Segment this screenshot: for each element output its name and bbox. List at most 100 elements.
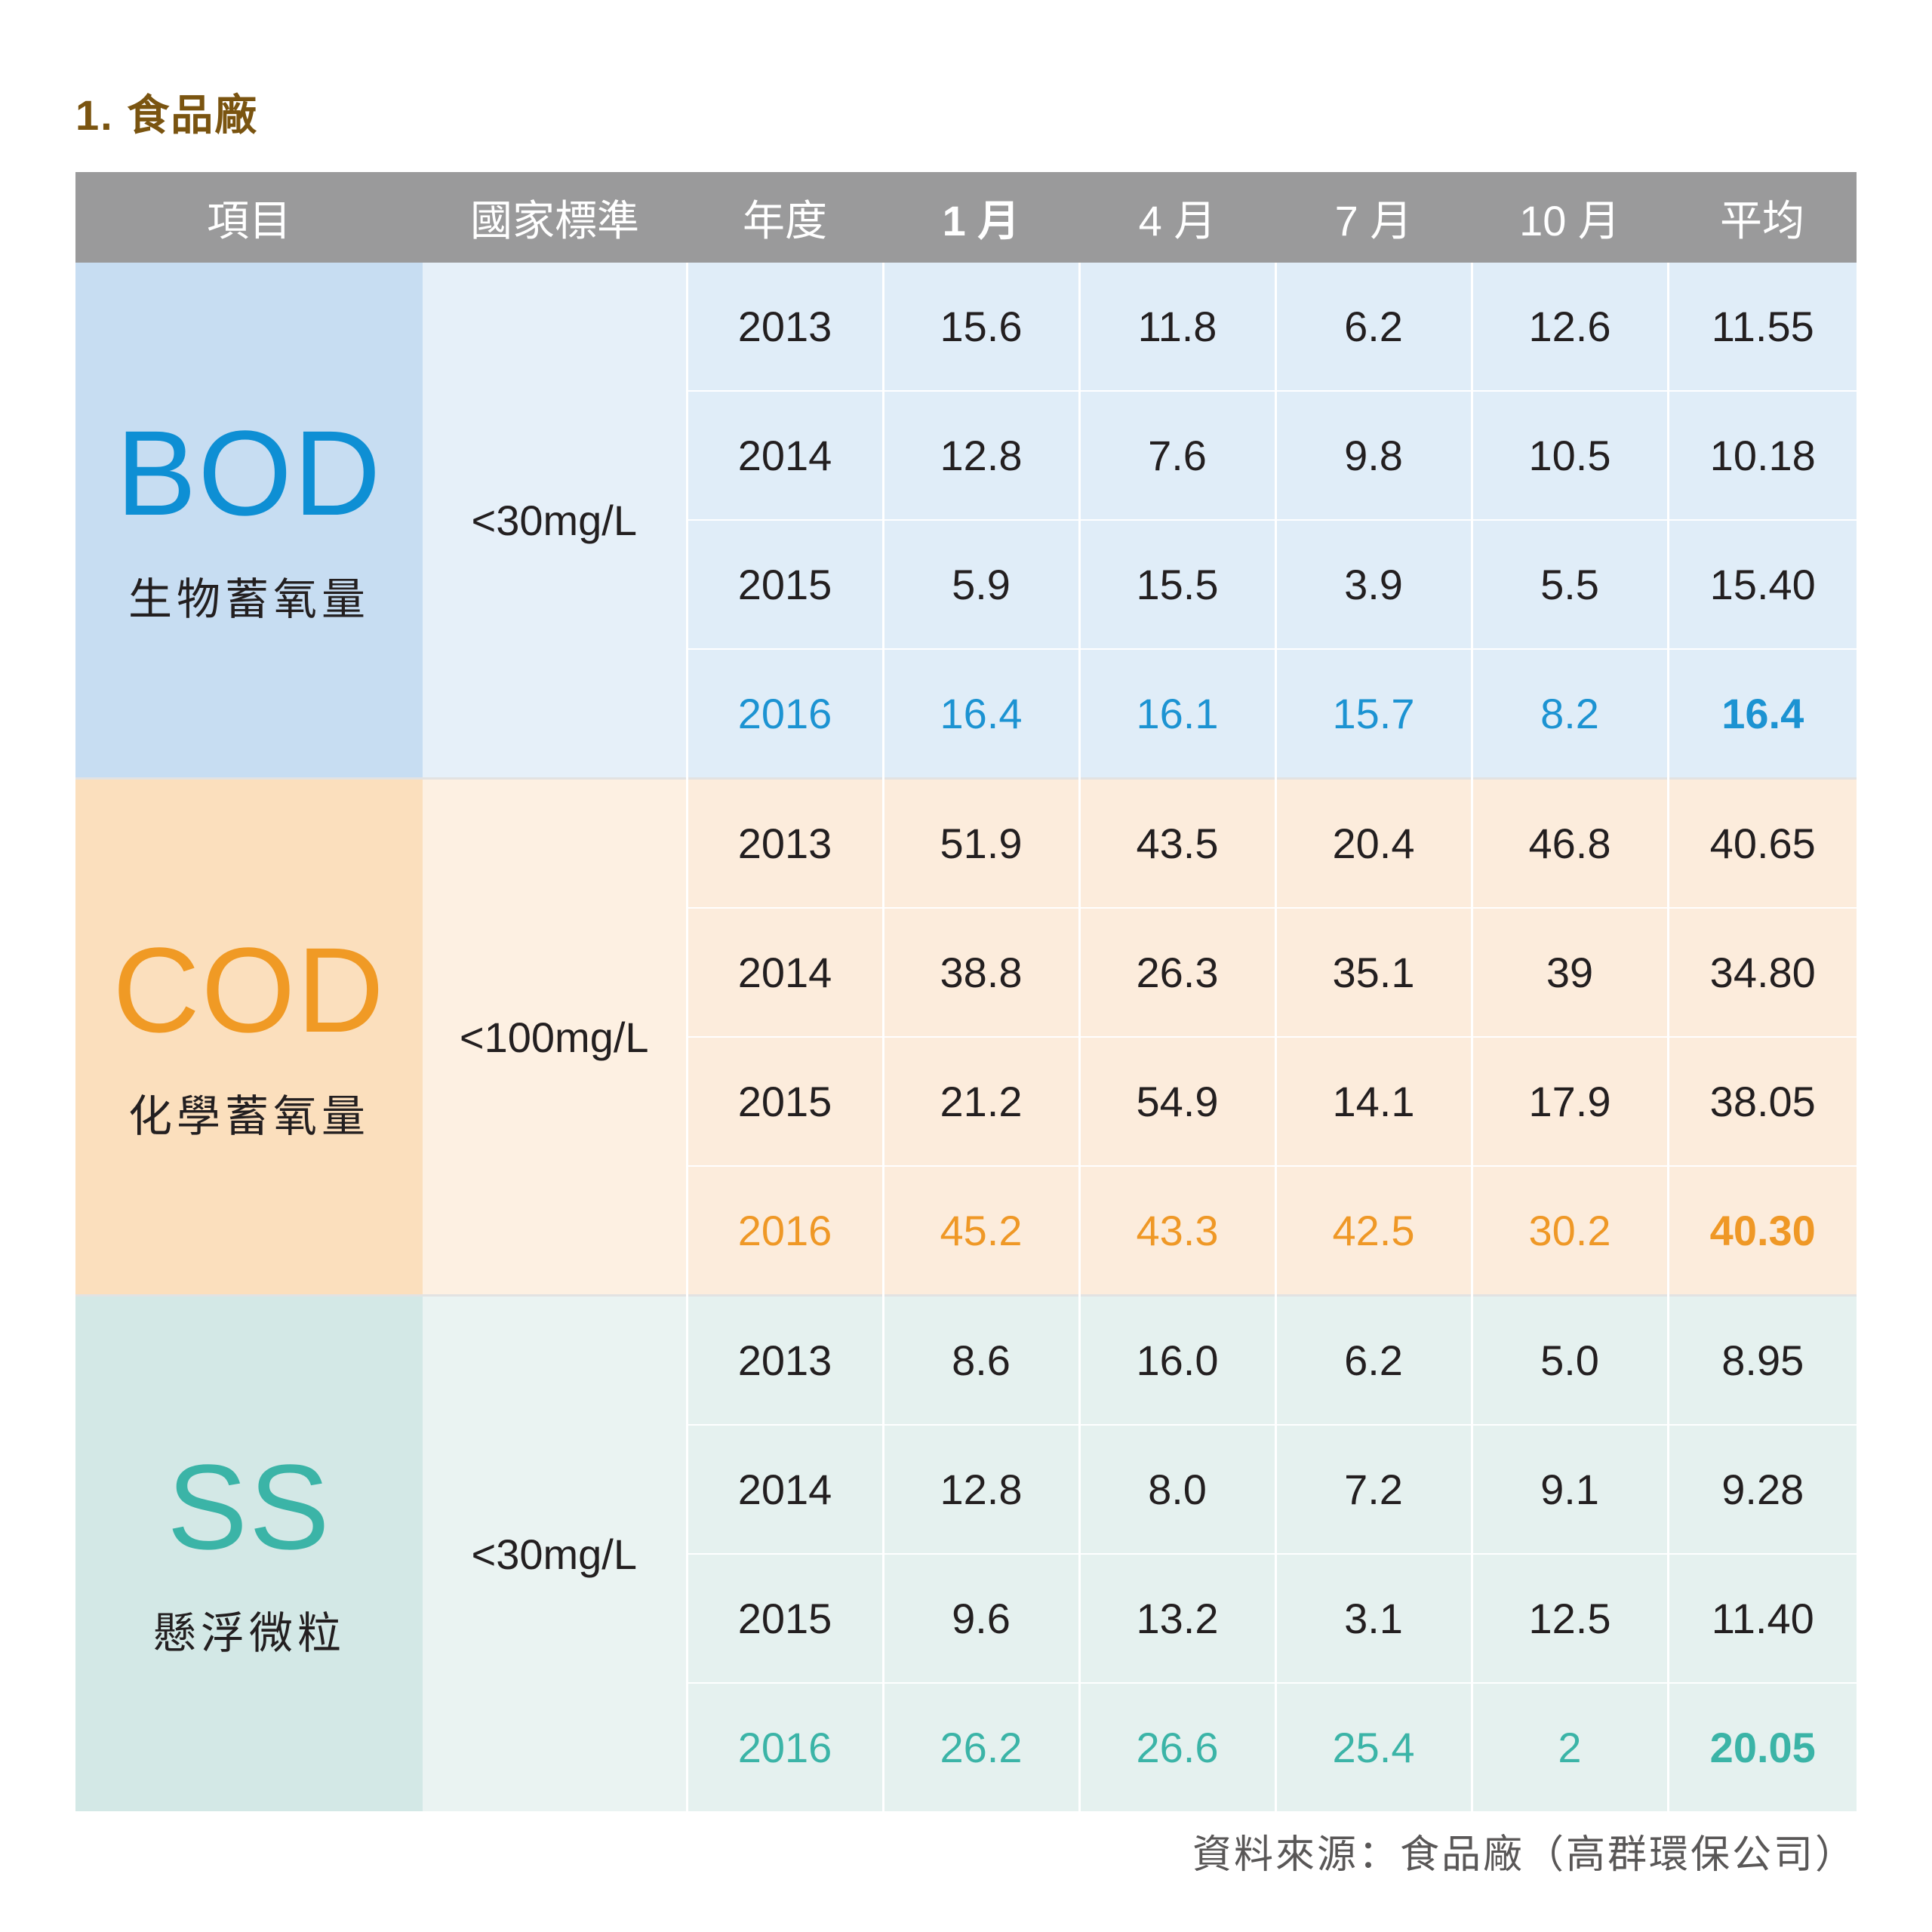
table-row-highlight: 2016 45.2 43.3 42.5 30.2 40.30 <box>75 1165 1857 1296</box>
value-cell: 39 <box>1470 907 1668 1037</box>
avg-cell: 40.30 <box>1666 1165 1857 1296</box>
value-cell: 9.8 <box>1274 390 1472 520</box>
table-row: 2015 9.6 13.2 3.1 12.5 11.40 <box>75 1553 1857 1683</box>
item-abbr: SS <box>167 1439 331 1574</box>
value-cell: 14.1 <box>1274 1036 1472 1166</box>
value-cell: 43.5 <box>1078 777 1275 908</box>
avg-cell: 9.28 <box>1666 1424 1857 1554</box>
group-ss: SS 懸浮微粒 <30mg/L 2013 8.6 16.0 6.2 5.0 8.… <box>75 1294 1857 1811</box>
table-row: 2014 12.8 8.0 7.2 9.1 9.28 <box>75 1424 1857 1554</box>
value-cell: 43.3 <box>1078 1165 1275 1296</box>
value-cell: 5.9 <box>881 519 1079 649</box>
value-cell: 26.3 <box>1078 907 1275 1037</box>
year-cell: 2013 <box>685 777 883 908</box>
avg-cell: 40.65 <box>1666 777 1857 908</box>
table-row: COD 化學蓄氧量 <100mg/L 2013 51.9 43.5 20.4 4… <box>75 777 1857 1296</box>
value-cell: 15.7 <box>1274 648 1472 779</box>
item-name: 生物蓄氧量 <box>128 575 370 624</box>
header-oct: 10 月 <box>1472 172 1668 263</box>
value-cell: 26.2 <box>881 1682 1079 1811</box>
value-cell: 5.0 <box>1470 1294 1668 1425</box>
item-name: 化學蓄氧量 <box>128 1092 370 1141</box>
value-cell: 8.6 <box>881 1294 1079 1425</box>
standard-cell: <30mg/L <box>423 263 687 779</box>
item-cell-ss: SS 懸浮微粒 <box>75 1294 423 1811</box>
item-abbr: COD <box>112 922 386 1057</box>
table-row-highlight: 2016 16.4 16.1 15.7 8.2 16.4 <box>75 648 1857 779</box>
value-cell: 9.1 <box>1470 1424 1668 1554</box>
value-cell: 30.2 <box>1470 1165 1668 1296</box>
value-cell: 13.2 <box>1078 1553 1275 1683</box>
value-cell: 25.4 <box>1274 1682 1472 1811</box>
table-row: SS 懸浮微粒 <30mg/L 2013 8.6 16.0 6.2 5.0 8.… <box>75 1294 1857 1811</box>
value-cell: 54.9 <box>1078 1036 1275 1166</box>
avg-cell: 20.05 <box>1666 1682 1857 1811</box>
value-cell: 51.9 <box>881 777 1079 908</box>
header-standard: 國家標準 <box>423 172 687 263</box>
value-cell: 11.8 <box>1078 263 1275 391</box>
value-cell: 38.8 <box>881 907 1079 1037</box>
group-bod: BOD 生物蓄氧量 <30mg/L 2013 15.6 11.8 6.2 12.… <box>75 263 1857 779</box>
water-quality-table: 項目 國家標準 年度 1 月 4 月 7 月 10 月 平均 BOD 生物蓄氧量… <box>75 172 1857 1811</box>
avg-cell: 10.18 <box>1666 390 1857 520</box>
year-cell: 2013 <box>685 1294 883 1425</box>
value-cell: 12.6 <box>1470 263 1668 391</box>
value-cell: 12.8 <box>881 390 1079 520</box>
standard-cell: <30mg/L <box>423 1294 687 1811</box>
value-cell: 5.5 <box>1470 519 1668 649</box>
item-name: 懸浮微粒 <box>152 1609 346 1658</box>
avg-cell: 38.05 <box>1666 1036 1857 1166</box>
value-cell: 8.2 <box>1470 648 1668 779</box>
avg-cell: 11.40 <box>1666 1553 1857 1683</box>
header-jan: 1 月 <box>883 172 1079 263</box>
year-cell: 2014 <box>685 1424 883 1554</box>
value-cell: 42.5 <box>1274 1165 1472 1296</box>
avg-cell: 15.40 <box>1666 519 1857 649</box>
avg-cell: 34.80 <box>1666 907 1857 1037</box>
table-row: 2015 21.2 54.9 14.1 17.9 38.05 <box>75 1036 1857 1166</box>
page-title: 1. 食品廠 <box>75 91 259 139</box>
item-cell-cod: COD 化學蓄氧量 <box>75 777 423 1296</box>
value-cell: 17.9 <box>1470 1036 1668 1166</box>
header-apr: 4 月 <box>1079 172 1275 263</box>
standard-value: <30mg/L <box>471 1530 638 1578</box>
avg-cell: 16.4 <box>1666 648 1857 779</box>
value-cell: 16.0 <box>1078 1294 1275 1425</box>
table-row: 2014 12.8 7.6 9.8 10.5 10.18 <box>75 390 1857 520</box>
value-cell: 46.8 <box>1470 777 1668 908</box>
table-row: 2015 5.9 15.5 3.9 5.5 15.40 <box>75 519 1857 649</box>
value-cell: 21.2 <box>881 1036 1079 1166</box>
header-jul: 7 月 <box>1275 172 1472 263</box>
year-cell: 2015 <box>685 1036 883 1166</box>
value-cell: 3.9 <box>1274 519 1472 649</box>
table-row: 2014 38.8 26.3 35.1 39 34.80 <box>75 907 1857 1037</box>
year-cell: 2015 <box>685 1553 883 1683</box>
value-cell: 7.6 <box>1078 390 1275 520</box>
group-cod: COD 化學蓄氧量 <100mg/L 2013 51.9 43.5 20.4 4… <box>75 777 1857 1296</box>
value-cell: 45.2 <box>881 1165 1079 1296</box>
value-cell: 16.4 <box>881 648 1079 779</box>
year-cell: 2015 <box>685 519 883 649</box>
value-cell: 35.1 <box>1274 907 1472 1037</box>
table-header-row: 項目 國家標準 年度 1 月 4 月 7 月 10 月 平均 <box>75 172 1857 263</box>
header-item: 項目 <box>75 172 423 263</box>
item-cell-bod: BOD 生物蓄氧量 <box>75 263 423 779</box>
value-cell: 15.6 <box>881 263 1079 391</box>
value-cell: 6.2 <box>1274 263 1472 391</box>
value-cell: 2 <box>1470 1682 1668 1811</box>
value-cell: 8.0 <box>1078 1424 1275 1554</box>
year-cell: 2016 <box>685 1165 883 1296</box>
year-cell: 2014 <box>685 907 883 1037</box>
year-cell: 2016 <box>685 648 883 779</box>
year-cell: 2016 <box>685 1682 883 1811</box>
value-cell: 9.6 <box>881 1553 1079 1683</box>
value-cell: 20.4 <box>1274 777 1472 908</box>
year-cell: 2014 <box>685 390 883 520</box>
value-cell: 26.6 <box>1078 1682 1275 1811</box>
standard-value: <100mg/L <box>459 1013 649 1061</box>
avg-cell: 11.55 <box>1666 263 1857 391</box>
value-cell: 12.8 <box>881 1424 1079 1554</box>
header-avg: 平均 <box>1668 172 1857 263</box>
source-note: 資料來源：食品廠（高群環保公司） <box>1192 1833 1857 1877</box>
value-cell: 6.2 <box>1274 1294 1472 1425</box>
